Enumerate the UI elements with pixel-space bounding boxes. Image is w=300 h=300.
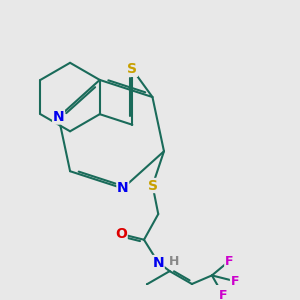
Text: O: O xyxy=(115,227,127,241)
Text: N: N xyxy=(53,110,64,124)
Text: F: F xyxy=(219,289,228,300)
Text: F: F xyxy=(230,274,239,288)
Text: F: F xyxy=(225,255,233,268)
Text: N: N xyxy=(117,181,129,195)
Text: S: S xyxy=(127,62,137,76)
Text: N: N xyxy=(152,256,164,270)
Text: H: H xyxy=(169,255,179,268)
Text: S: S xyxy=(148,178,158,193)
